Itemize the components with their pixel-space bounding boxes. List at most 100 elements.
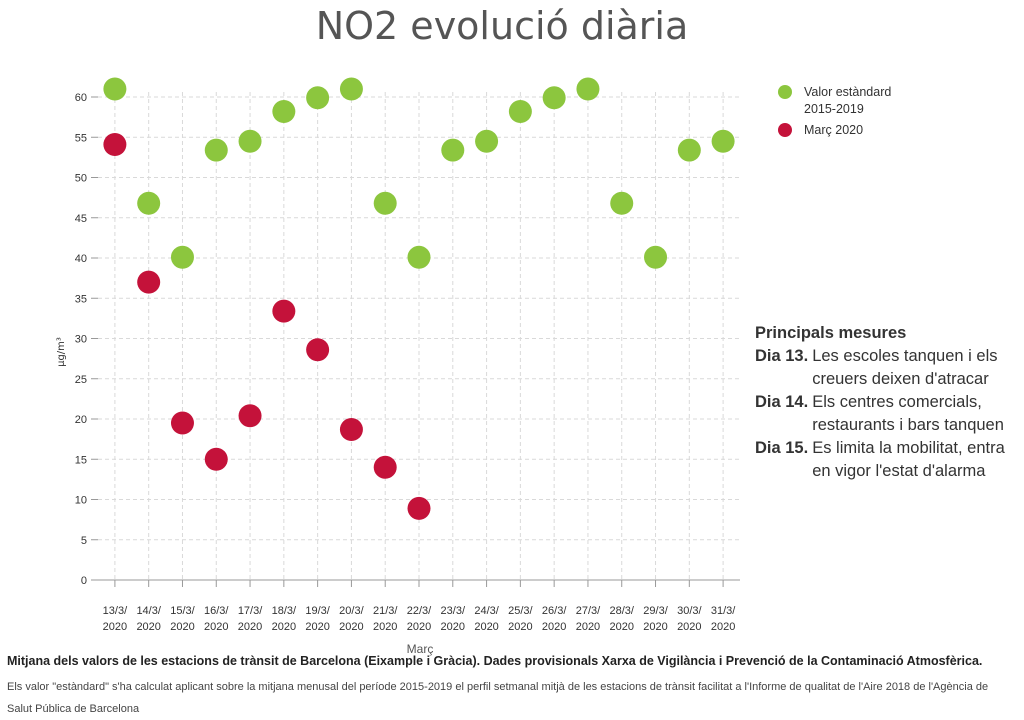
x-tick-label-year: 2020 — [103, 621, 127, 633]
point-march-2020[interactable] — [170, 411, 194, 435]
y-tick-label: 60 — [75, 92, 87, 104]
y-tick-label: 35 — [75, 293, 87, 305]
point-standard[interactable] — [137, 191, 161, 215]
legend-marker-standard — [778, 85, 792, 99]
point-march-2020[interactable] — [137, 270, 161, 294]
x-tick-label-year: 2020 — [474, 621, 498, 633]
point-march-2020[interactable] — [103, 132, 127, 156]
measures-panel: Principals mesures Dia 13. Les escoles t… — [755, 322, 1024, 483]
x-tick-label-year: 2020 — [373, 621, 397, 633]
point-standard[interactable] — [373, 191, 397, 215]
y-tick-label: 45 — [75, 213, 87, 225]
footer-source: Mitjana dels valors de les estacions de … — [7, 654, 983, 668]
measure-item: Dia 13. Les escoles tanquen i els creuer… — [755, 345, 1024, 391]
point-march-2020[interactable] — [407, 496, 431, 520]
point-standard[interactable] — [272, 99, 296, 123]
measure-text: Les escoles tanquen i els creuers deixen… — [812, 347, 998, 388]
data-points — [103, 77, 735, 520]
y-tick-label: 15 — [75, 454, 87, 466]
x-tick-label-year: 2020 — [204, 621, 228, 633]
legend: Valor estàndard 2015-2019 Març 2020 — [778, 84, 924, 143]
measure-item: Dia 14. Els centres comercials, restaura… — [755, 391, 1024, 437]
point-march-2020[interactable] — [306, 338, 330, 362]
x-tick-label: 26/3/ — [542, 605, 567, 617]
y-tick-label: 25 — [75, 374, 87, 386]
point-standard[interactable] — [204, 138, 228, 162]
chart-title: NO2 evolució diària — [315, 4, 689, 48]
point-march-2020[interactable] — [204, 447, 228, 471]
x-tick-label: 13/3/ — [103, 605, 128, 617]
y-axis-label: μg/m³ — [56, 337, 67, 367]
x-tick-label: 30/3/ — [677, 605, 702, 617]
x-axis-label: Març — [407, 642, 434, 656]
measure-text: Es limita la mobilitat, entra en vigor l… — [812, 439, 1005, 480]
point-standard[interactable] — [441, 138, 465, 162]
x-tick-label: 25/3/ — [508, 605, 533, 617]
x-tick-label: 22/3/ — [407, 605, 432, 617]
measure-day: Dia 13. — [755, 347, 809, 365]
point-standard[interactable] — [170, 245, 194, 269]
footer-note: Els valor "estàndard" s'ha calculat apli… — [7, 681, 989, 715]
x-axis: 13/3/2020 14/3/2020 15/3/2020 16/3/2020 17/3… — [98, 579, 740, 633]
point-standard[interactable] — [306, 86, 330, 110]
legend-label-march-2020: Març 2020 — [804, 123, 864, 137]
measure-text: Els centres comercials, restaurants i ba… — [812, 393, 1004, 434]
x-tick-label: 18/3/ — [272, 605, 297, 617]
point-standard[interactable] — [407, 245, 431, 269]
x-tick-label-year: 2020 — [441, 621, 465, 633]
legend-item-standard[interactable]: Valor estàndard 2015-2019 — [778, 84, 924, 118]
x-tick-label: 21/3/ — [373, 605, 398, 617]
x-tick-label: 17/3/ — [238, 605, 263, 617]
x-tick-label: 24/3/ — [474, 605, 499, 617]
point-standard[interactable] — [610, 191, 634, 215]
point-standard[interactable] — [677, 138, 701, 162]
measure-day: Dia 15. — [755, 439, 809, 457]
point-march-2020[interactable] — [339, 417, 363, 441]
x-tick-label: 19/3/ — [305, 605, 330, 617]
x-tick-label: 20/3/ — [339, 605, 364, 617]
x-tick-label-year: 2020 — [677, 621, 701, 633]
point-march-2020[interactable] — [373, 455, 397, 479]
point-standard[interactable] — [238, 129, 262, 153]
y-tick-label: 55 — [75, 132, 87, 144]
x-tick-label-year: 2020 — [407, 621, 431, 633]
y-tick-label: 0 — [81, 575, 87, 587]
x-tick-label-year: 2020 — [170, 621, 194, 633]
measure-day: Dia 14. — [755, 393, 809, 411]
legend-marker-march-2020 — [778, 123, 792, 137]
y-tick-label: 10 — [75, 495, 87, 507]
point-standard[interactable] — [576, 77, 600, 101]
x-tick-label-year: 2020 — [542, 621, 566, 633]
x-tick-label-year: 2020 — [576, 621, 600, 633]
y-tick-label: 20 — [75, 414, 87, 426]
legend-item-march-2020[interactable]: Març 2020 — [778, 122, 924, 139]
x-tick-label: 29/3/ — [643, 605, 668, 617]
legend-label-standard: Valor estàndard 2015-2019 — [804, 85, 892, 116]
x-tick-label-year: 2020 — [238, 621, 262, 633]
x-tick-label-year: 2020 — [711, 621, 735, 633]
point-standard[interactable] — [339, 77, 363, 101]
y-tick-label: 40 — [75, 253, 87, 265]
y-axis: 0 5 10 15 20 25 30 35 40 45 50 55 60 — [75, 92, 98, 587]
x-tick-label: 28/3/ — [610, 605, 635, 617]
x-tick-label: 16/3/ — [204, 605, 229, 617]
x-tick-label-year: 2020 — [339, 621, 363, 633]
measure-item: Dia 15. Es limita la mobilitat, entra en… — [755, 437, 1024, 483]
point-standard[interactable] — [711, 129, 735, 153]
point-standard[interactable] — [542, 86, 566, 110]
y-tick-label: 5 — [81, 535, 87, 547]
grid-lines — [98, 92, 740, 580]
point-standard[interactable] — [475, 129, 499, 153]
x-tick-label-year: 2020 — [643, 621, 667, 633]
point-march-2020[interactable] — [238, 404, 262, 428]
measures-heading: Principals mesures — [755, 324, 907, 342]
point-march-2020[interactable] — [272, 299, 296, 323]
x-tick-label-year: 2020 — [305, 621, 329, 633]
x-tick-label-year: 2020 — [508, 621, 532, 633]
x-tick-label-year: 2020 — [609, 621, 633, 633]
x-tick-label: 15/3/ — [170, 605, 195, 617]
point-standard[interactable] — [644, 245, 668, 269]
point-standard[interactable] — [103, 77, 127, 101]
x-tick-label-year: 2020 — [136, 621, 160, 633]
point-standard[interactable] — [508, 99, 532, 123]
